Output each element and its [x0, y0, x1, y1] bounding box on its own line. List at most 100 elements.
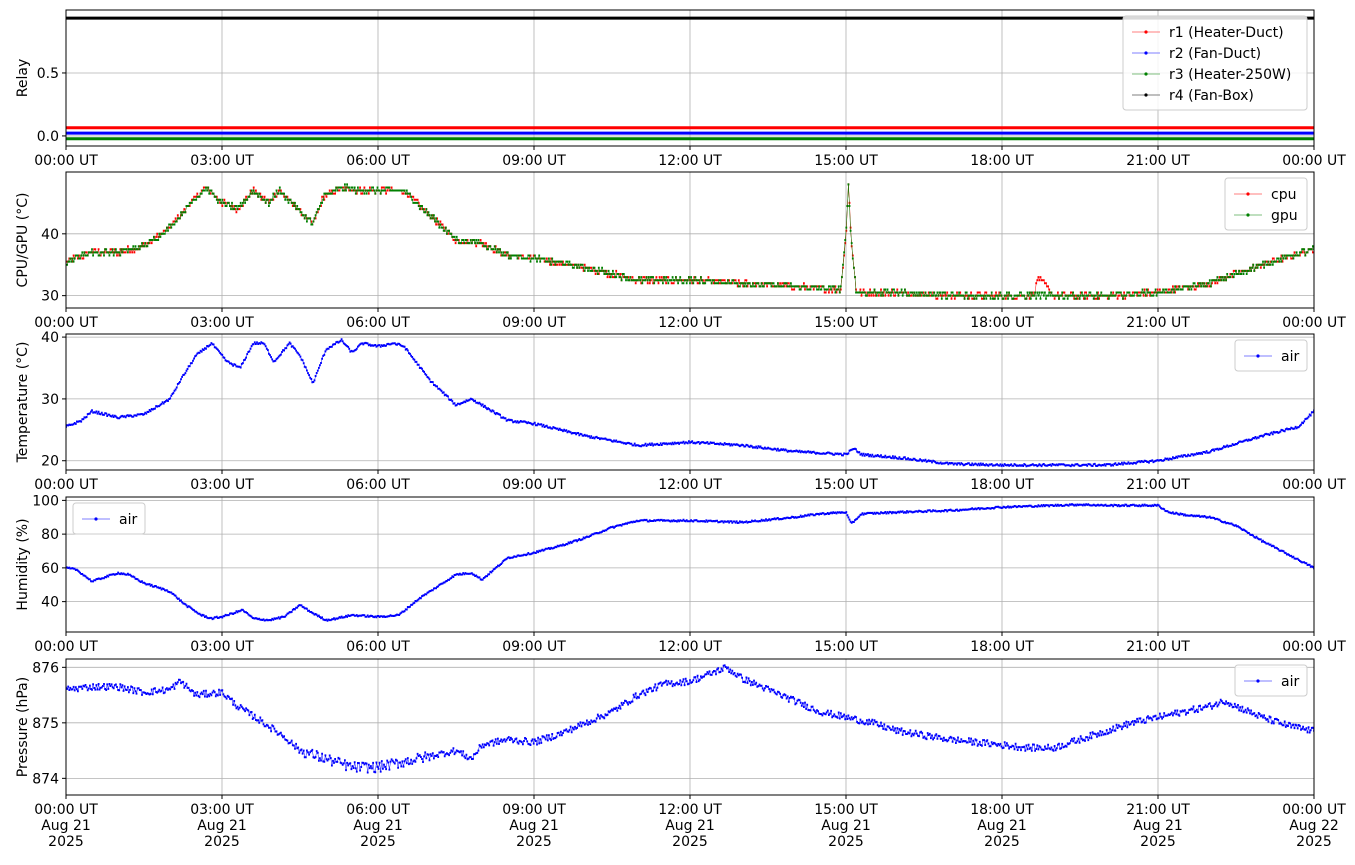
x-tick-label: 00:00 UT — [1282, 639, 1346, 655]
x-tick-label: 06:00 UT — [346, 153, 410, 169]
legend: air — [1234, 664, 1308, 697]
y-tick-label: 80 — [41, 527, 59, 543]
legend-marker — [1256, 679, 1260, 683]
series-group — [66, 338, 1314, 468]
legend-box — [1224, 177, 1308, 231]
y-tick-label: 0.0 — [37, 129, 59, 145]
legend: air — [1234, 339, 1308, 372]
series-group — [66, 664, 1314, 774]
x-tick-label: 15:00 UT — [814, 477, 878, 493]
legend-label: r1 (Heater-Duct) — [1169, 25, 1284, 41]
x-tick-label: 2025 — [672, 834, 708, 850]
x-tick-label: 2025 — [828, 834, 864, 850]
x-tick-label: 21:00 UT — [1126, 802, 1190, 818]
x-tick-label: 00:00 UT — [1282, 315, 1346, 331]
x-tick-label: Aug 21 — [821, 818, 871, 834]
x-tick-label: 21:00 UT — [1126, 477, 1190, 493]
legend-marker — [1144, 51, 1148, 55]
x-tick-label: 00:00 UT — [34, 315, 98, 331]
y-tick-label: 100 — [32, 493, 59, 509]
legend-marker — [1144, 93, 1148, 97]
x-tick-label: 2025 — [1296, 834, 1332, 850]
x-tick-label: Aug 21 — [977, 818, 1027, 834]
y-tick-label: 40 — [41, 595, 59, 611]
legend-box — [1234, 664, 1308, 697]
x-tick-label: 09:00 UT — [502, 477, 566, 493]
y-axis-label: Pressure (hPa) — [15, 677, 31, 777]
y-tick-label: 40 — [41, 227, 59, 243]
x-tick-label: 03:00 UT — [190, 153, 254, 169]
y-axis-label: Relay — [15, 59, 31, 97]
y-axis-label: Humidity (%) — [15, 518, 31, 610]
x-tick-label: 09:00 UT — [502, 639, 566, 655]
x-tick-label: Aug 21 — [353, 818, 403, 834]
y-axis-label: Temperature (°C) — [15, 342, 31, 464]
series-markers-gpu — [66, 183, 1314, 300]
legend-label: air — [119, 512, 137, 528]
x-tick-label: 06:00 UT — [346, 477, 410, 493]
x-tick-label: 12:00 UT — [658, 315, 722, 331]
legend-marker — [1144, 72, 1148, 76]
legend-marker — [1246, 192, 1250, 196]
x-tick-label: 06:00 UT — [346, 315, 410, 331]
x-tick-label: 2025 — [48, 834, 84, 850]
x-tick-label: 00:00 UT — [34, 639, 98, 655]
x-tick-label: 12:00 UT — [658, 639, 722, 655]
legend-box — [1122, 15, 1308, 111]
x-tick-label: 00:00 UT — [1282, 802, 1346, 818]
x-tick-label: 18:00 UT — [970, 639, 1034, 655]
legend-label: r4 (Fan-Box) — [1169, 88, 1254, 104]
x-tick-label: 09:00 UT — [502, 153, 566, 169]
x-tick-label: 15:00 UT — [814, 153, 878, 169]
x-tick-label: 12:00 UT — [658, 802, 722, 818]
legend-label: r2 (Fan-Duct) — [1169, 46, 1261, 62]
legend-marker — [1144, 30, 1148, 34]
x-tick-label: 18:00 UT — [970, 153, 1034, 169]
y-tick-label: 30 — [41, 289, 59, 305]
x-tick-label: 18:00 UT — [970, 802, 1034, 818]
x-tick-label: 00:00 UT — [34, 802, 98, 818]
x-tick-label: 2025 — [1140, 834, 1176, 850]
series-markers-air — [66, 338, 1314, 468]
subplot-1: 0.0 0.5 Relay 00:00 UT 03:00 UT 06:00 UT 09:00… — [15, 9, 1346, 169]
x-tick-label: Aug 21 — [41, 818, 91, 834]
x-tick-label: 12:00 UT — [658, 153, 722, 169]
x-tick-label: 21:00 UT — [1126, 315, 1190, 331]
x-tick-label: 15:00 UT — [814, 802, 878, 818]
x-tick-label: 2025 — [516, 834, 552, 850]
legend-box — [72, 502, 146, 535]
y-tick-label: 876 — [32, 660, 59, 676]
x-tick-label: Aug 22 — [1289, 818, 1339, 834]
legend-marker — [1246, 213, 1250, 217]
x-tick-label: Aug 21 — [1133, 818, 1183, 834]
x-tick-label: 09:00 UT — [502, 802, 566, 818]
y-tick-label: 20 — [41, 454, 59, 470]
legend-label: air — [1281, 349, 1299, 365]
y-tick-label: 40 — [41, 330, 59, 346]
series-markers-air — [66, 503, 1314, 622]
x-tick-label: 18:00 UT — [970, 315, 1034, 331]
x-tick-label: 2025 — [984, 834, 1020, 850]
legend-box — [1234, 339, 1308, 372]
legend: cpu gpu — [1224, 177, 1308, 231]
y-tick-label: 30 — [41, 392, 59, 408]
x-tick-label: 03:00 UT — [190, 315, 254, 331]
series-group — [66, 503, 1314, 622]
legend: air — [72, 502, 146, 535]
y-axis-label: CPU/GPU (°C) — [15, 193, 31, 288]
x-tick-label: 03:00 UT — [190, 802, 254, 818]
legend-marker — [1256, 354, 1260, 358]
x-tick-label: 15:00 UT — [814, 639, 878, 655]
series-group — [66, 16, 1314, 141]
x-tick-label: 03:00 UT — [190, 477, 254, 493]
legend-label: air — [1281, 674, 1299, 690]
x-tick-label: 21:00 UT — [1126, 639, 1190, 655]
x-tick-label: 2025 — [204, 834, 240, 850]
x-tick-label: 06:00 UT — [346, 802, 410, 818]
x-tick-label: Aug 21 — [509, 818, 559, 834]
legend-label: cpu — [1271, 187, 1296, 203]
legend: r1 (Heater-Duct) r2 (Fan-Duct) r3 (Heater-… — [1122, 15, 1308, 111]
